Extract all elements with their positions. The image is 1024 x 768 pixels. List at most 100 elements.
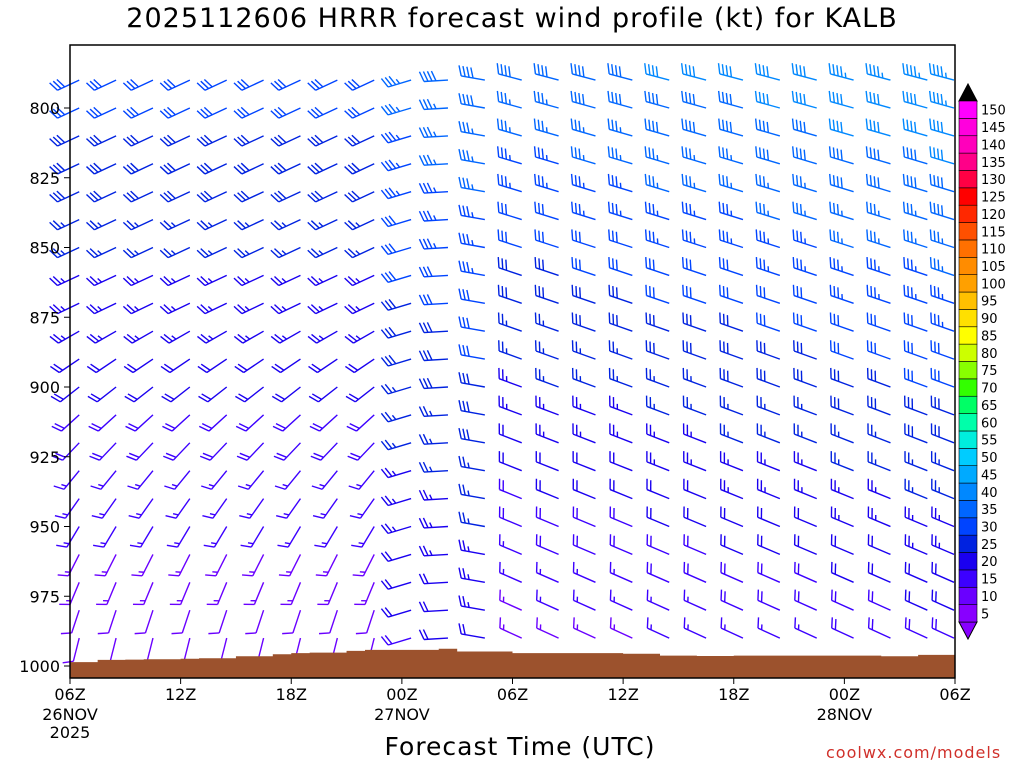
wind-barb (418, 377, 449, 390)
barb-staff (904, 378, 928, 388)
barb-staff (241, 246, 264, 259)
barb-full-feather (792, 201, 795, 213)
barb-staff (609, 239, 633, 249)
barb-full-feather (384, 300, 393, 310)
barb-full-feather (274, 136, 283, 145)
wind-barb (458, 511, 485, 528)
barb-full-feather (92, 452, 103, 458)
barb-full-feather (131, 574, 143, 577)
wind-barb (240, 526, 265, 548)
wind-barb (867, 478, 891, 500)
barb-full-feather (870, 286, 873, 297)
wind-barb (754, 63, 781, 81)
barb-full-feather (791, 146, 795, 158)
barb-full-feather (56, 78, 66, 88)
wind-barb (572, 534, 596, 556)
barb-full-feather (458, 623, 462, 635)
wind-barb (719, 340, 744, 360)
x-tick-label: 18Z (718, 685, 749, 704)
barb-full-feather (52, 108, 62, 117)
wind-barb (57, 554, 80, 577)
wind-barb (273, 442, 301, 461)
wind-barb (683, 534, 707, 556)
barb-half-feather (170, 277, 176, 283)
wind-barb (86, 246, 117, 259)
barb-full-feather (758, 91, 762, 103)
wind-barb (307, 162, 338, 175)
barb-full-feather (763, 204, 766, 215)
barb-full-feather (240, 162, 250, 172)
barb-staff (253, 582, 265, 605)
barb-full-feather (725, 148, 729, 160)
wind-barb (307, 78, 338, 91)
wind-barb (380, 243, 412, 256)
wind-barb (129, 526, 154, 548)
barb-half-feather (433, 103, 437, 109)
barb-half-feather (207, 250, 213, 255)
barb-full-feather (163, 363, 174, 371)
barb-full-feather (49, 335, 59, 344)
barb-full-feather (126, 248, 136, 257)
colorbar-tick-label: 120 (981, 208, 1006, 223)
barb-half-feather (245, 335, 251, 340)
wind-barb (122, 162, 154, 175)
wind-barb (792, 284, 817, 304)
wind-barb (867, 617, 891, 639)
wind-barb (380, 607, 412, 618)
wind-barb (533, 146, 559, 165)
barb-full-feather (93, 162, 103, 172)
wind-barb (418, 406, 449, 417)
barb-full-feather (575, 286, 578, 297)
wind-barb (904, 589, 928, 611)
wind-barb (791, 118, 817, 137)
colorbar-tick-label: 150 (981, 104, 1006, 119)
barb-full-feather (384, 383, 393, 394)
wind-barb (902, 63, 928, 81)
barb-staff (831, 461, 854, 472)
wind-barb (88, 414, 117, 432)
barb-full-feather (470, 95, 474, 107)
colorbar-swatch (958, 274, 978, 293)
barb-full-feather (685, 202, 688, 214)
barb-full-feather (163, 192, 173, 201)
colorbar-swatch (958, 430, 978, 449)
wind-barb (793, 478, 817, 500)
wind-barb (233, 218, 264, 231)
barb-full-feather (611, 202, 614, 214)
barb-half-feather (283, 513, 290, 516)
wind-barb (418, 238, 449, 250)
wind-barb (166, 526, 191, 548)
barb-full-feather (314, 162, 324, 172)
barb-staff (133, 386, 154, 403)
barb-full-feather (692, 66, 696, 78)
wind-barb (757, 561, 781, 583)
wind-barb (123, 358, 154, 374)
wind-barb (830, 395, 854, 416)
barb-full-feather (655, 94, 659, 105)
barb-half-feather (136, 513, 142, 516)
barb-full-feather (89, 136, 99, 145)
wind-barb (86, 162, 117, 175)
barb-staff (364, 582, 375, 605)
barb-staff (757, 433, 781, 444)
wind-barb (418, 517, 449, 529)
wind-barb (572, 589, 596, 611)
barb-full-feather (791, 90, 795, 102)
wind-barb (867, 506, 891, 528)
barb-full-feather (684, 64, 688, 76)
wind-barb (867, 589, 891, 611)
barb-full-feather (792, 173, 795, 185)
barb-full-feather (758, 147, 762, 159)
wind-barb (236, 442, 265, 461)
barb-full-feather (762, 65, 766, 77)
wind-barb (271, 358, 301, 374)
barb-full-feather (380, 412, 389, 423)
barb-full-feather (348, 363, 359, 371)
wind-barb (680, 63, 707, 81)
barb-full-feather (128, 515, 140, 519)
wind-barb (90, 470, 117, 490)
barb-full-feather (612, 258, 615, 270)
barb-half-feather (471, 240, 474, 246)
barb-full-feather (380, 636, 389, 646)
credit-link[interactable]: coolwx.com/models (826, 743, 1002, 762)
